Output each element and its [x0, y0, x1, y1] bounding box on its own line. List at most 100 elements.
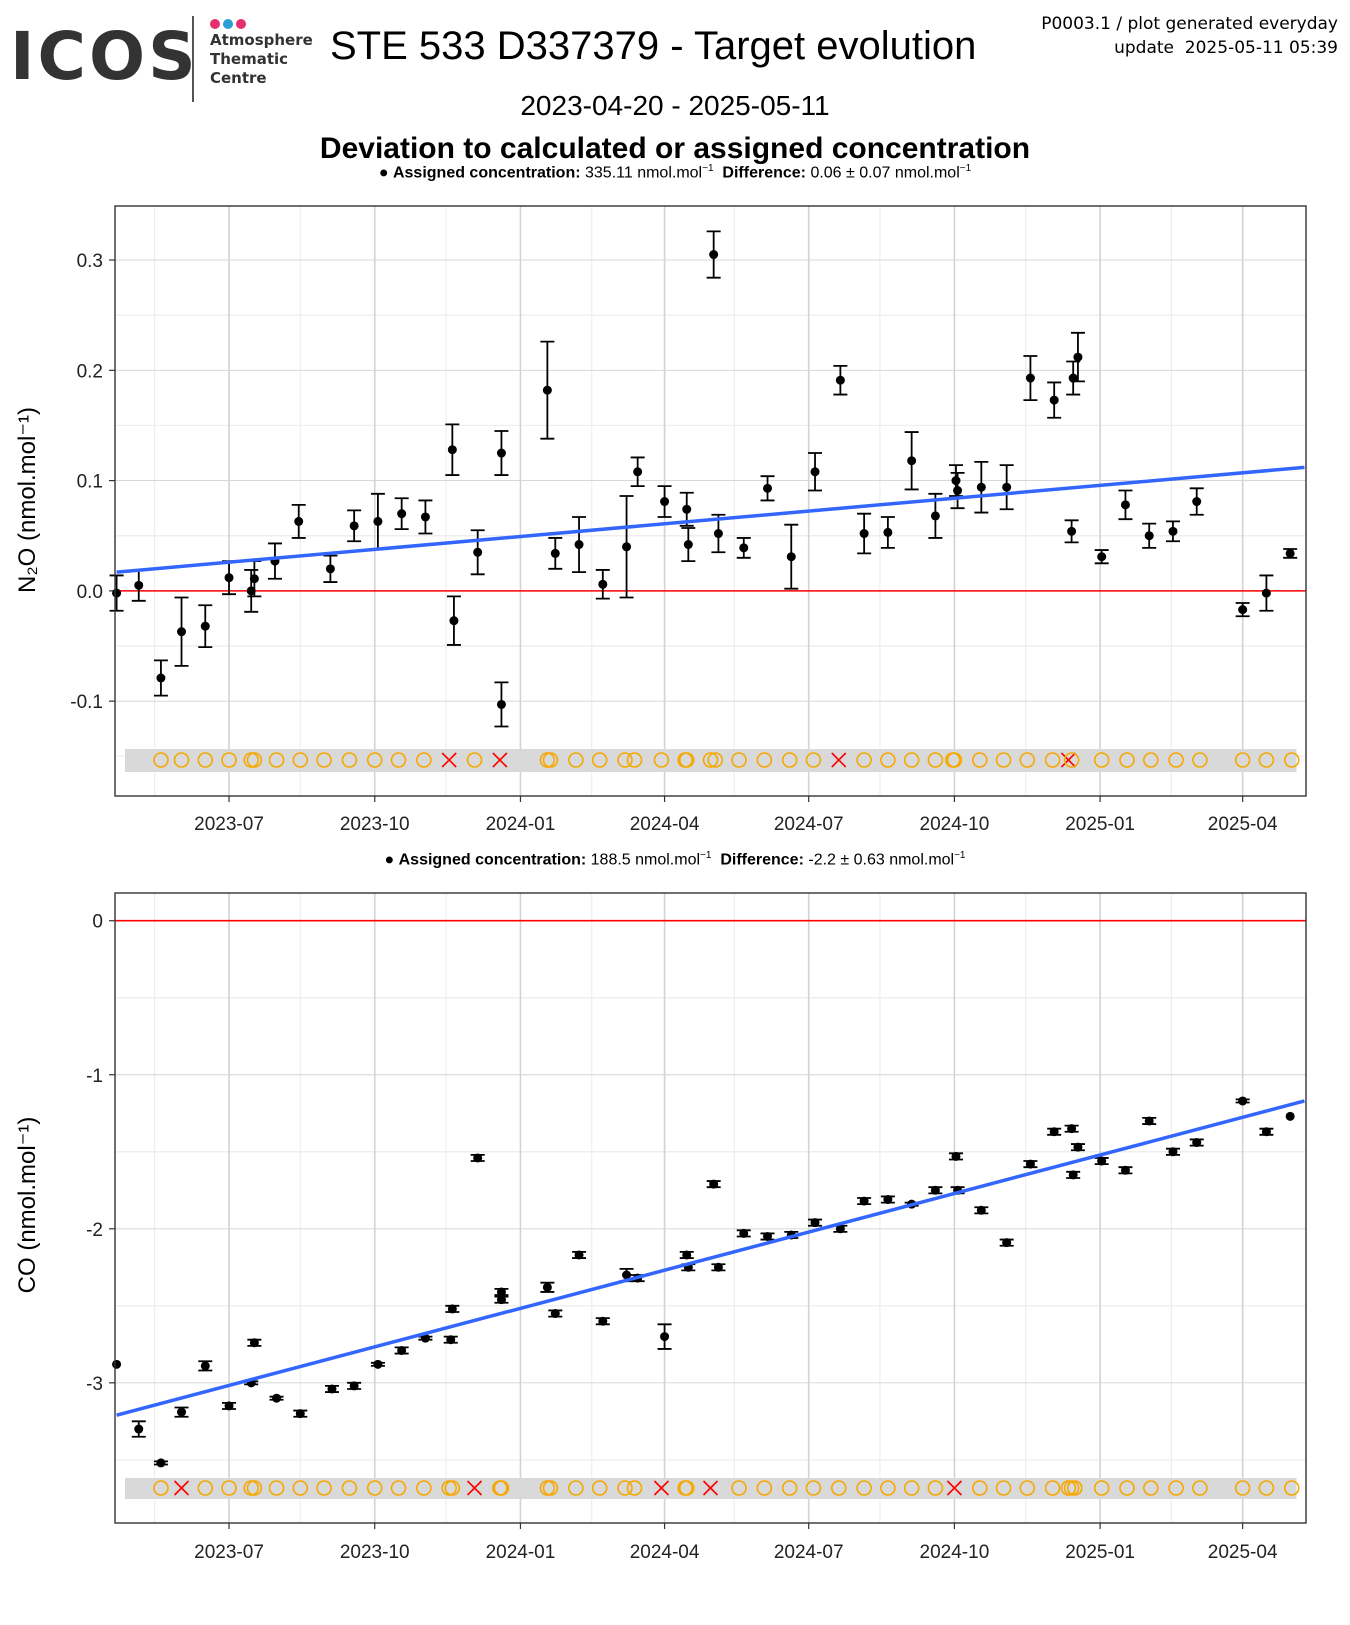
y-tick-label: 0.1 [77, 472, 103, 493]
flag-rejected-marker [1060, 752, 1076, 768]
flag-ok-marker [591, 1480, 608, 1496]
data-point [1067, 526, 1077, 536]
data-point [1097, 552, 1107, 562]
data-point [1073, 352, 1083, 362]
y-tick-label: -0.1 [70, 692, 103, 713]
data-point [200, 1361, 210, 1371]
trend-line [116, 1099, 1305, 1417]
x-tick-label: 2023-10 [340, 814, 410, 835]
flag-ok-marker [466, 752, 483, 768]
flag-ok-marker [197, 752, 214, 768]
data-point [1002, 482, 1012, 492]
data-point [976, 482, 986, 492]
co-chart-svg: 2023-07 2023-10 2024-01 2024-04 2024-07 2024-… [14, 892, 1307, 1563]
flag-ok-marker [1066, 1480, 1083, 1496]
data-point [682, 504, 692, 514]
data-point [1144, 531, 1154, 541]
flag-ok-marker [1044, 1480, 1061, 1496]
data-point [1285, 548, 1295, 558]
flag-ok-marker [731, 1480, 747, 1496]
difference-value: -2.2 ± 0.63 nmol.mol [808, 851, 955, 869]
data-point [763, 483, 773, 493]
difference-label: Difference: [722, 164, 806, 182]
flag-ok-marker [1258, 1480, 1275, 1496]
data-point [859, 529, 869, 539]
data-point [177, 627, 187, 637]
x-tick-label: 2024-01 [486, 1542, 556, 1563]
data-point [473, 547, 483, 557]
header: ICOS Atmosphere Thematic Centre STE 533 … [0, 0, 1350, 200]
plot-area: 2023-07 2023-10 2024-01 2024-04 2024-07 2024-… [86, 892, 1307, 1563]
flag-ok-marker [542, 752, 559, 768]
data-point [709, 250, 719, 260]
data-point [177, 1407, 187, 1417]
data-point [112, 1359, 122, 1369]
flag-ok-marker [856, 1480, 872, 1496]
flag-ok-marker [1168, 752, 1184, 768]
data-point [112, 588, 122, 598]
logo-dot [223, 19, 233, 29]
x-tick-label: 2025-04 [1208, 814, 1278, 835]
data-point [1025, 1159, 1035, 1169]
flag-rejected-marker [946, 1480, 962, 1496]
flag-ok-marker [1119, 752, 1135, 768]
date-range: 2023-04-20 - 2025-05-11 [520, 90, 830, 121]
flag-ok-marker [678, 1480, 695, 1496]
flag-ok-marker [1019, 1480, 1036, 1496]
data-point [810, 467, 820, 477]
assigned-value: 188.5 nmol.mol [590, 851, 701, 869]
x-tick-label: 2023-07 [194, 814, 264, 835]
logo-subtitle: Atmosphere Thematic Centre [210, 31, 313, 88]
flag-ok-marker [707, 752, 724, 768]
chart-subtitle-n2o: ● Assigned concentration: 335.11 nmol.mo… [0, 163, 1350, 182]
flag-ok-marker [1192, 752, 1208, 768]
data-point [496, 1287, 506, 1297]
data-point [200, 621, 210, 631]
assigned-value: 335.11 nmol.mol [585, 164, 703, 182]
data-point [574, 1250, 584, 1260]
x-tick-label: 2024-04 [630, 1542, 700, 1563]
flag-ok-marker [995, 752, 1012, 768]
y-axis-label: N₂O (nmol.mol⁻¹) [14, 407, 41, 593]
flag-ok-marker [971, 752, 988, 768]
data-point [550, 548, 560, 558]
flag-ok-marker [268, 752, 285, 768]
flag-ok-marker [1258, 752, 1275, 768]
data-point [249, 1338, 259, 1348]
data-point [295, 1409, 305, 1419]
flag-ok-marker [341, 752, 358, 768]
plot-meta: P0003.1 / plot generated everyday update… [1041, 12, 1338, 60]
flag-ok-marker [856, 752, 872, 768]
x-tick-label: 2024-01 [486, 814, 556, 835]
flag-ok-marker [416, 752, 432, 768]
data-point [1238, 605, 1248, 615]
data-point [349, 1381, 359, 1391]
data-point [224, 573, 234, 583]
data-point [835, 375, 845, 385]
data-point [810, 1218, 820, 1228]
flag-ok-marker [292, 752, 309, 768]
flag-ok-marker [903, 1480, 920, 1496]
unit-exponent: −1 [959, 163, 972, 174]
data-point [1049, 1127, 1059, 1137]
logo-dots-icon [210, 16, 249, 34]
flag-ok-marker [221, 1480, 237, 1496]
data-point [660, 1332, 670, 1342]
data-point [373, 1359, 383, 1369]
flag-ok-marker [1119, 1480, 1135, 1496]
flag-ok-marker [927, 752, 944, 768]
flag-ok-marker [1063, 752, 1080, 768]
data-point [739, 1228, 749, 1238]
subtitle-dot-icon: ● [384, 851, 395, 869]
plot-area: 2023-07 2023-10 2024-01 2024-04 2024-07 2024-… [70, 205, 1307, 835]
assigned-label: Assigned concentration: [392, 164, 581, 182]
data-point [496, 448, 506, 458]
x-tick-label: 2024-07 [774, 814, 844, 835]
logo-subtitle-line: Thematic [210, 50, 289, 68]
data-point [713, 529, 723, 539]
data-point [446, 1335, 456, 1345]
subtitle-dot-icon: ● [378, 164, 389, 182]
x-tick-label: 2024-07 [774, 1542, 844, 1563]
logo-subtitle-line: Atmosphere [210, 31, 313, 49]
data-point [633, 467, 643, 477]
